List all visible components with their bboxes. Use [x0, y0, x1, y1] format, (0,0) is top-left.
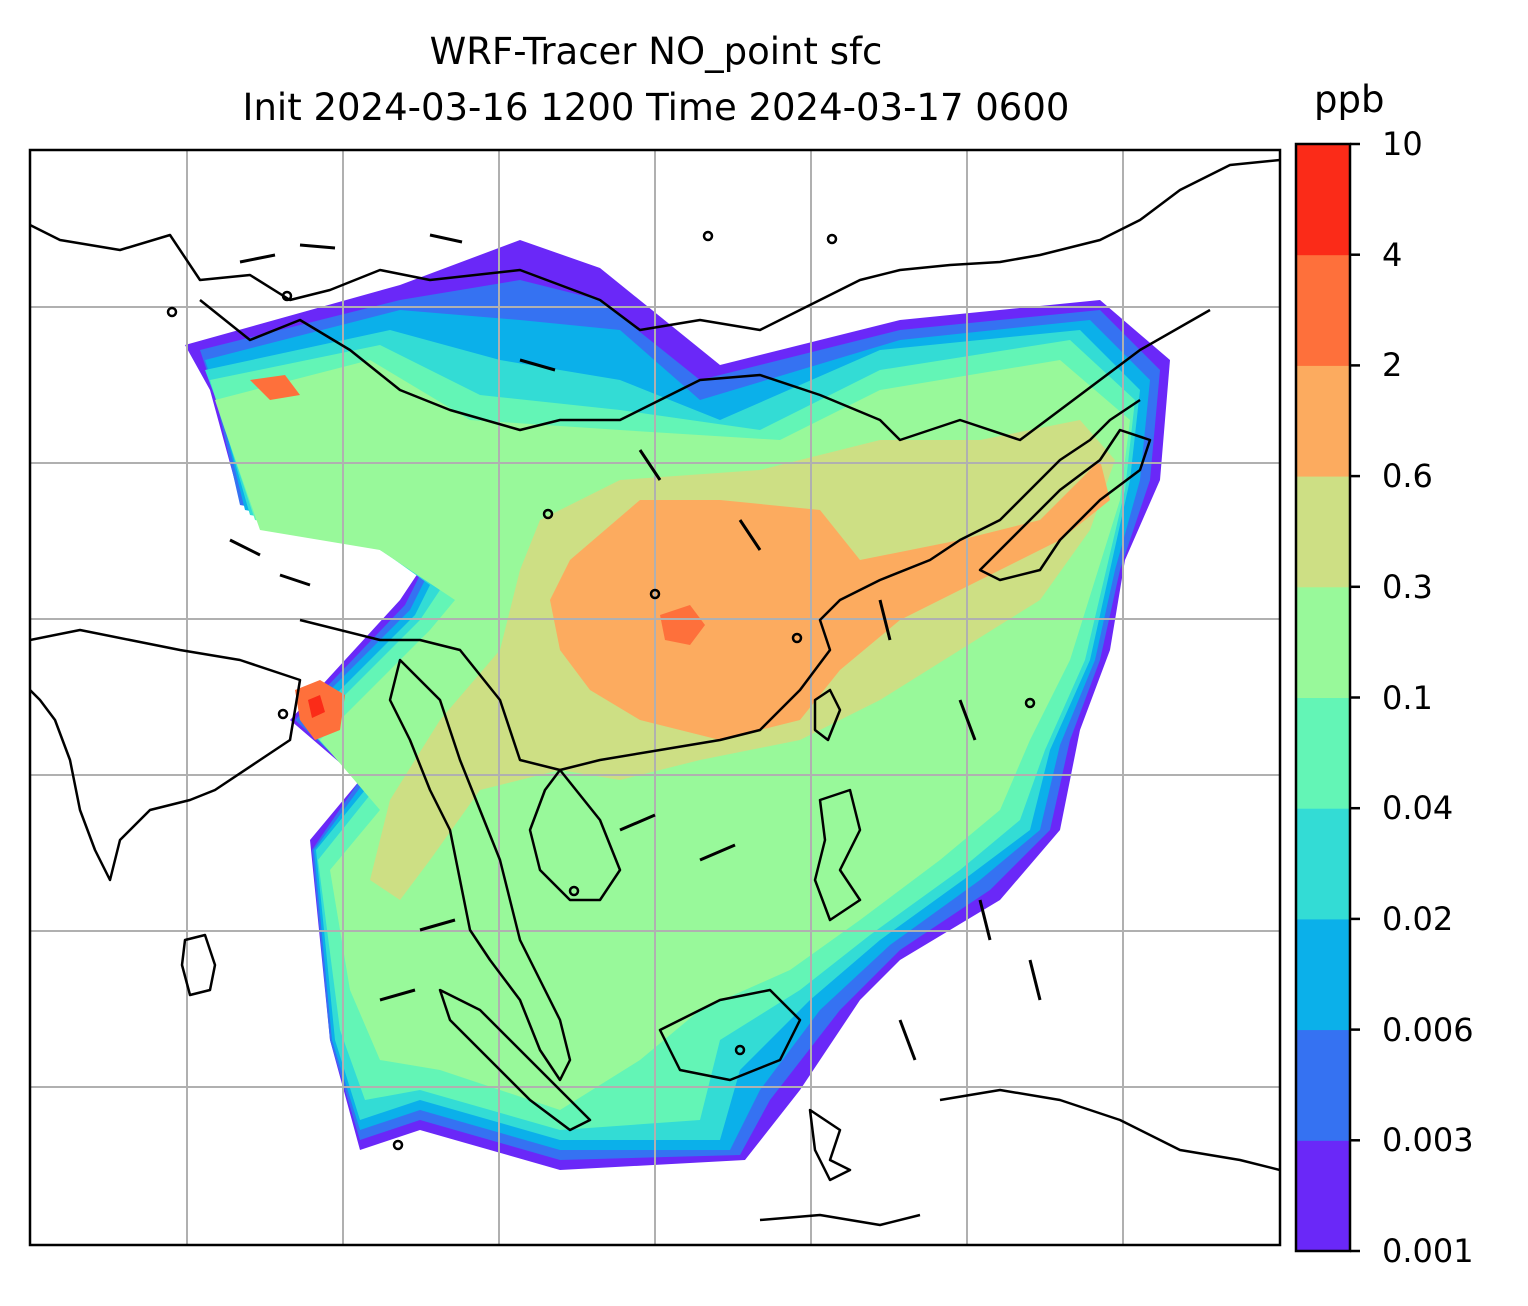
coastline-south-islands — [759, 1213, 921, 1227]
coastline-north — [30, 158, 1280, 332]
colorbar-swatch — [1296, 1140, 1350, 1252]
coastline-india — [30, 628, 302, 882]
coastline-borneo — [658, 988, 802, 1082]
colorbar-tick-label: 0.001 — [1382, 1232, 1474, 1270]
gridlines — [30, 150, 1280, 1245]
coastline-sumatra — [438, 988, 592, 1132]
calm-marker — [791, 632, 803, 644]
wind-barb — [738, 519, 762, 551]
colorbar-tick-label: 0.04 — [1382, 789, 1454, 828]
coastline-korea-japan — [978, 428, 1152, 582]
colorbar-tick-label: 0.003 — [1382, 1121, 1474, 1160]
wind-barb — [279, 573, 311, 587]
wind-barb — [519, 358, 556, 372]
map-frame — [28, 148, 1282, 1247]
wind-barb — [229, 538, 261, 557]
map-area — [30, 150, 1280, 1245]
field-hotspot-2 — [660, 605, 705, 645]
colorbar-swatch — [1296, 254, 1350, 366]
colorbar-tick-label: 2 — [1382, 346, 1403, 385]
wind-barb — [1028, 959, 1042, 1001]
coastline-java-newguinea — [939, 1088, 1280, 1172]
coastline-indochina — [388, 658, 572, 1082]
calm-marker — [166, 306, 178, 318]
wind-barb — [978, 899, 992, 941]
wind-barb — [878, 599, 892, 641]
border-mongolia — [199, 299, 1211, 442]
field-hotspot-3 — [250, 375, 300, 400]
calm-marker — [826, 233, 838, 245]
wind-barb — [638, 449, 662, 481]
colorbar-swatch — [1296, 365, 1350, 477]
tracer-field — [185, 240, 1170, 1170]
coastlines — [30, 158, 1280, 1227]
colorbar-swatch — [1296, 697, 1350, 809]
colorbar-tick-label: 0.6 — [1382, 457, 1433, 496]
wind-barb — [619, 813, 656, 832]
calm-marker — [734, 1044, 746, 1056]
coastline-philippines — [813, 788, 862, 922]
wind-barb — [299, 243, 336, 250]
field-level-8 — [550, 460, 1110, 740]
colorbar — [1294, 142, 1360, 1253]
calm-marker — [1024, 697, 1036, 709]
colorbar-swatch — [1296, 808, 1350, 920]
calm-marker — [277, 708, 289, 720]
colorbar-swatch — [1296, 1029, 1350, 1141]
calm-marker — [392, 1139, 404, 1151]
colorbar-tick-label: 0.1 — [1382, 678, 1433, 717]
colorbar-swatch — [1296, 586, 1350, 698]
calm-marker — [542, 508, 554, 520]
colorbar-swatch — [1296, 476, 1350, 588]
colorbar-unit: ppb — [1314, 78, 1385, 121]
map-title: WRF-Tracer NO_point sfc — [429, 30, 883, 73]
colorbar-swatch — [1296, 918, 1350, 1031]
field-hotspot-4 — [308, 695, 325, 718]
coastline-sulawesi — [808, 1108, 852, 1182]
wind-barb — [239, 253, 276, 264]
colorbar-swatch — [1296, 144, 1350, 256]
colorbar-tick-label: 0.3 — [1382, 567, 1433, 606]
calm-marker — [649, 588, 661, 600]
wind-barbs — [166, 230, 1042, 1151]
wind-barb — [958, 699, 977, 741]
colorbar-tick-label: 0.006 — [1382, 1010, 1474, 1049]
calm-marker — [281, 290, 293, 302]
wind-barb — [699, 843, 736, 862]
colorbar-tick-label: 10 — [1382, 125, 1423, 163]
border-china-south — [299, 398, 1141, 772]
wind-barb — [419, 918, 456, 932]
colorbar-tick-label: 0.02 — [1382, 899, 1454, 938]
calm-marker — [702, 230, 714, 242]
wind-barb — [429, 233, 463, 244]
colorbar-tick-label: 4 — [1382, 235, 1403, 274]
coastline-vietnam — [528, 768, 622, 902]
calm-marker — [568, 885, 580, 897]
island-sri-lanka — [180, 933, 217, 997]
wind-barb — [379, 988, 416, 1002]
map-subtitle: Init 2024-03-16 1200 Time 2024-03-17 060… — [242, 86, 1070, 129]
island-taiwan — [813, 688, 842, 742]
wind-barb — [898, 1019, 917, 1061]
